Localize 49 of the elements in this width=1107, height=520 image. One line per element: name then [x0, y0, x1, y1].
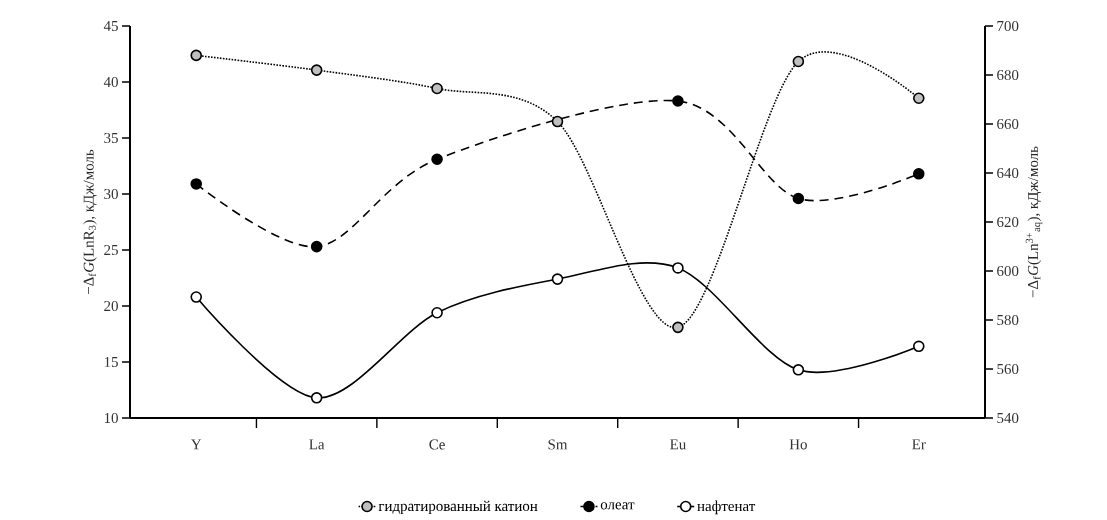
- point: [310, 392, 323, 404]
- y2-tick-label: 540: [997, 412, 1019, 424]
- y-tick-label: 35: [104, 132, 118, 144]
- y2-tick-label: 620: [997, 216, 1019, 228]
- y-axis-title: −Δ$_{f}$G(LnR$_{3}$), кДж/моль: [83, 149, 97, 294]
- y2-tick-label: 560: [997, 363, 1019, 375]
- y-tick-label: 20: [104, 300, 118, 312]
- x-tick-label: Er: [912, 439, 926, 450]
- y2-axis-title: −Δ$_{f}$G(Ln$^{3+}$$_{aq}$), кДж/моль: [1025, 146, 1043, 298]
- y-tick-label: 40: [103, 76, 118, 88]
- point: [310, 240, 323, 253]
- point: [310, 64, 323, 76]
- point: [190, 291, 203, 303]
- y2-tick-label: 680: [997, 69, 1019, 81]
- point: [551, 115, 564, 128]
- y2-tick-label: 580: [997, 314, 1019, 326]
- y2-tick-label: 640: [997, 167, 1019, 179]
- x-tick-label: Eu: [670, 439, 686, 450]
- point: [792, 364, 805, 376]
- point: [431, 153, 443, 166]
- y-tick-label: 15: [104, 357, 118, 367]
- point: [672, 321, 684, 334]
- point: [912, 340, 925, 353]
- point: [913, 92, 925, 105]
- point: [431, 306, 443, 319]
- legend-label: гидратированный катион: [378, 500, 538, 515]
- y-tick-label: 45: [103, 21, 118, 31]
- x-tick-label: Sm: [548, 439, 568, 450]
- legend-label: олеат: [600, 502, 635, 510]
- point: [672, 95, 684, 107]
- point: [190, 49, 203, 62]
- point: [190, 178, 203, 190]
- y-tick-label: 25: [104, 244, 118, 256]
- x-tick-label: Y: [191, 439, 202, 450]
- x-tick-label: Ho: [789, 439, 807, 450]
- point: [792, 55, 805, 68]
- legend-label: нафтенат: [697, 500, 756, 515]
- y-tick-label: 30: [104, 188, 118, 200]
- point: [912, 168, 925, 180]
- y2-tick-label: 660: [997, 118, 1019, 130]
- x-tick-label: La: [309, 439, 325, 450]
- y2-tick-label: 700: [997, 20, 1019, 32]
- y2-tick-label: 600: [997, 265, 1019, 277]
- point: [431, 82, 443, 95]
- x-tick-label: Ce: [429, 439, 445, 450]
- point: [792, 192, 805, 205]
- y-tick-label: 10: [104, 412, 118, 424]
- point: [672, 262, 684, 274]
- point: [551, 273, 564, 285]
